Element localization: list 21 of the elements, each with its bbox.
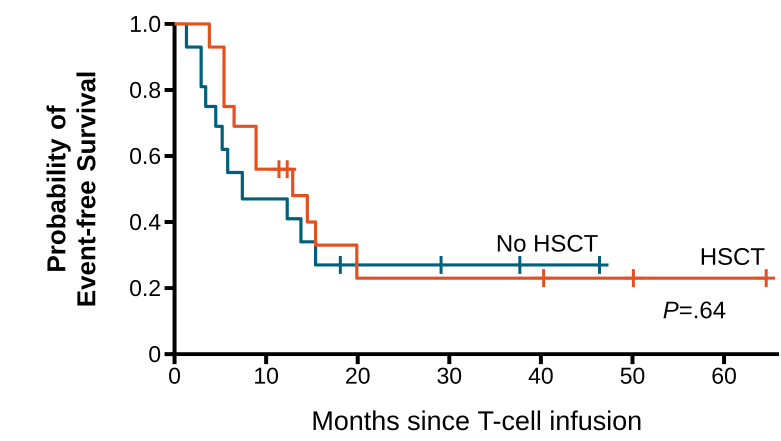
y-tick-label: 0.8 bbox=[130, 82, 160, 98]
y-tick-label: 0.2 bbox=[130, 280, 160, 296]
x-tick-label: 40 bbox=[528, 368, 553, 384]
series-label: No HSCT bbox=[498, 234, 598, 252]
x-tick-label: 50 bbox=[620, 368, 644, 384]
x-tick-label: 60 bbox=[712, 368, 736, 384]
y-axis-title: Probability of Event-free Survival bbox=[46, 72, 96, 306]
x-axis-title: Months since T-cell infusion bbox=[314, 410, 640, 430]
x-tick-label: 10 bbox=[255, 368, 278, 384]
annotation: P=.64 bbox=[664, 302, 726, 318]
y-tick-label: 0.6 bbox=[130, 148, 160, 164]
x-tick-label: 30 bbox=[437, 368, 462, 384]
y-tick-label: 1.0 bbox=[130, 16, 160, 32]
y-tick-label: 0.4 bbox=[130, 214, 160, 230]
point bbox=[756, 268, 777, 289]
x-tick-label: 0 bbox=[169, 368, 180, 384]
point bbox=[533, 268, 554, 289]
point bbox=[622, 268, 644, 289]
series-label: HSCT bbox=[702, 248, 764, 266]
y-tick-label: 0 bbox=[149, 346, 160, 362]
x-tick-label: 20 bbox=[346, 368, 370, 384]
